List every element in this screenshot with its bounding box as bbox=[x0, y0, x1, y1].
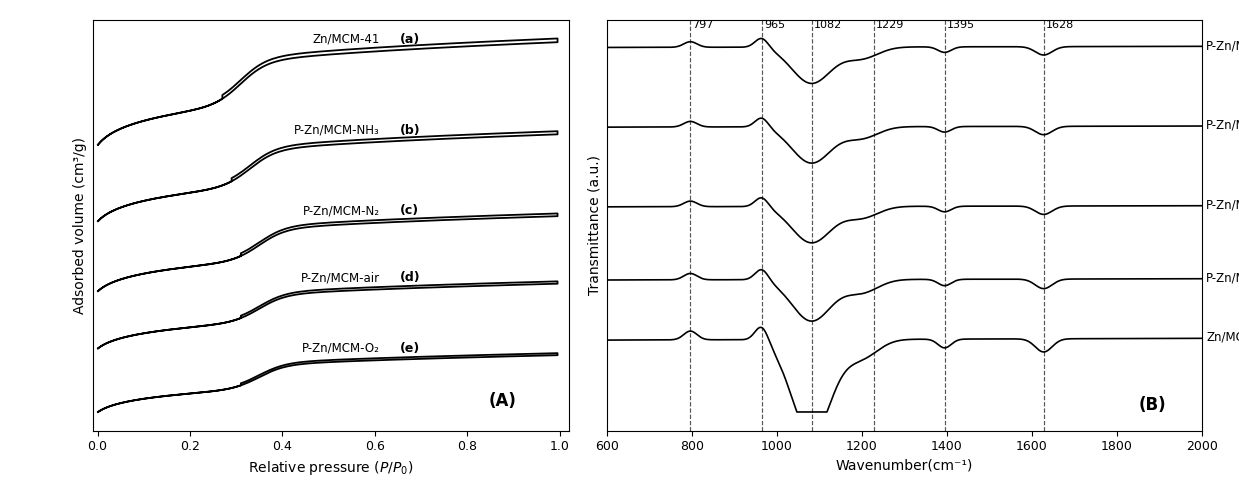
Text: Zn/MCM-41: Zn/MCM-41 bbox=[1206, 331, 1239, 344]
Text: (B): (B) bbox=[1139, 396, 1166, 414]
Text: P-Zn/MCM-NH₃: P-Zn/MCM-NH₃ bbox=[294, 124, 379, 137]
Text: P-Zn/MCM-air: P-Zn/MCM-air bbox=[300, 271, 379, 284]
Text: P-Zn/MCM-N₂: P-Zn/MCM-N₂ bbox=[302, 204, 379, 217]
Text: (b): (b) bbox=[400, 124, 421, 137]
Text: P-Zn/MCM-O₂: P-Zn/MCM-O₂ bbox=[301, 342, 379, 355]
Text: 965: 965 bbox=[764, 20, 786, 30]
Y-axis label: Adsorbed volume (cm³/g): Adsorbed volume (cm³/g) bbox=[73, 137, 88, 314]
Text: 1628: 1628 bbox=[1046, 20, 1074, 30]
Text: 797: 797 bbox=[693, 20, 714, 30]
Text: (d): (d) bbox=[400, 271, 421, 284]
Text: Zn/MCM-41: Zn/MCM-41 bbox=[312, 33, 379, 46]
Text: 1082: 1082 bbox=[814, 20, 843, 30]
Text: P-Zn/MCM-air: P-Zn/MCM-air bbox=[1206, 119, 1239, 132]
Text: (A): (A) bbox=[489, 392, 517, 410]
Y-axis label: Transmittance (a.u.): Transmittance (a.u.) bbox=[587, 155, 601, 295]
Text: (a): (a) bbox=[400, 33, 420, 46]
Text: 1229: 1229 bbox=[876, 20, 904, 30]
Text: (c): (c) bbox=[400, 204, 420, 217]
X-axis label: Relative pressure ($P/P_0$): Relative pressure ($P/P_0$) bbox=[248, 459, 414, 477]
Text: (e): (e) bbox=[400, 342, 420, 355]
Text: P-Zn/MCM-N₂: P-Zn/MCM-N₂ bbox=[1206, 198, 1239, 212]
X-axis label: Wavenumber(cm⁻¹): Wavenumber(cm⁻¹) bbox=[835, 459, 973, 473]
Text: P-Zn/MCM-O₂: P-Zn/MCM-O₂ bbox=[1206, 39, 1239, 52]
Text: P-Zn/MCM-NH₃: P-Zn/MCM-NH₃ bbox=[1206, 272, 1239, 285]
Text: 1395: 1395 bbox=[947, 20, 975, 30]
